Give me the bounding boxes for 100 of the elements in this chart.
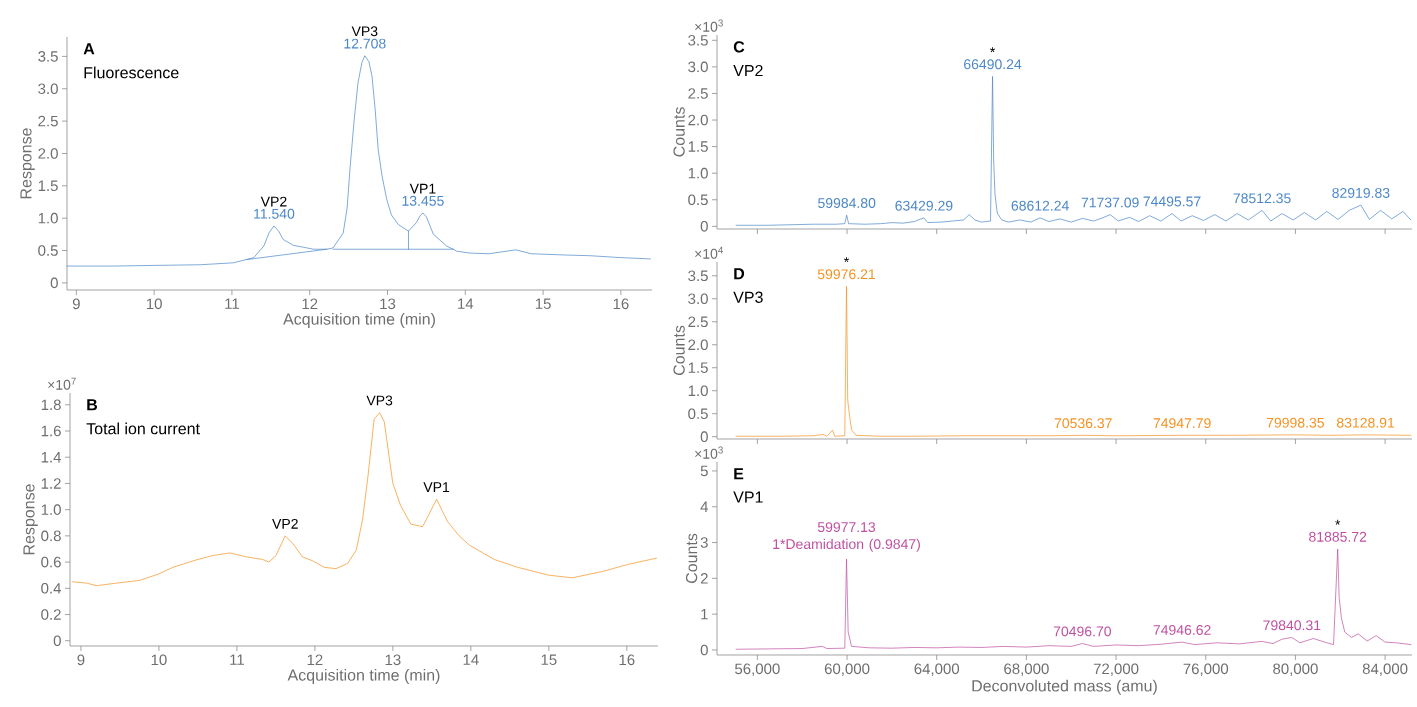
y-axis-title: Counts [673, 325, 685, 376]
x-tick-label: 68,000 [1004, 663, 1049, 676]
y-tick-label: 0.2 [41, 609, 61, 620]
x-tick-label: 16 [619, 654, 635, 666]
annotation: 83128.91 [1336, 417, 1395, 428]
y-tick-label: 0 [700, 431, 708, 442]
annotation: * [990, 47, 996, 53]
annotation: 59984.80 [818, 198, 876, 208]
x-tick-label: 11 [225, 298, 239, 309]
x-tick-label: 16 [613, 298, 629, 310]
x-axis-title: Acquisition time (min) [287, 669, 440, 684]
y-tick-label: 3 [700, 537, 708, 548]
text: Fluorescence [84, 66, 179, 79]
annotation: VP2 [272, 518, 298, 529]
x-tick-label: 13 [385, 654, 401, 666]
chart-title: A [83, 43, 95, 55]
y-tick-label: 2.0 [688, 339, 708, 351]
y-tick-label: 3.0 [38, 83, 58, 95]
annotation: VP1 [409, 183, 436, 194]
x-tick-label: 11 [230, 654, 244, 665]
y-tick-label: 3.0 [688, 61, 708, 73]
y-tick-label: 1.0 [38, 212, 58, 224]
y-tick-label: 1.0 [688, 167, 708, 179]
x-tick-label: 76,000 [1183, 663, 1229, 676]
x-tick-label: 12 [302, 298, 318, 309]
y-tick-label: 4 [700, 501, 709, 512]
y-axis-title: Response [23, 484, 38, 555]
annotation: 59977.13 1*Deamidation (0.9847) [773, 522, 920, 552]
annotation: 13.455 [402, 195, 444, 206]
text: ×10$^{3}$ [695, 446, 723, 459]
y-tick-label: 0.8 [41, 530, 61, 542]
annotation: 66490.24 [964, 59, 1022, 70]
annotation: 74495.57 [1143, 196, 1201, 207]
annotation: 70496.70 [1053, 626, 1112, 637]
text: ×10$^{4}$ [695, 246, 724, 259]
annotation: * [844, 257, 850, 263]
text: ×10$^{3}$ [695, 19, 723, 32]
chart-title: E [734, 468, 744, 480]
y-tick-label: 0 [50, 277, 58, 289]
y-tick-label: 1.2 [41, 478, 61, 489]
annotation: 79840.31 [1263, 620, 1321, 631]
annotation: VP1 [423, 482, 450, 492]
y-tick-label: 1 [701, 609, 708, 620]
chart-title: C [733, 41, 745, 53]
annotation: 59976.21 [817, 269, 876, 280]
y-tick-label: 2.0 [38, 148, 58, 159]
annotation: * [1335, 519, 1341, 525]
y-tick-label: 3.5 [688, 270, 708, 282]
x-tick-label: 12 [307, 654, 323, 665]
y-tick-label: 1.5 [688, 141, 708, 152]
x-axis-title: Acquisition time (min) [283, 313, 435, 328]
x-tick-label: 15 [535, 298, 551, 309]
text: VP2 [733, 64, 763, 77]
x-tick-label: 72,000 [1093, 663, 1139, 676]
y-tick-label: 2.5 [38, 115, 58, 127]
y-tick-label: 3.0 [688, 293, 708, 305]
y-tick-label: 5 [700, 465, 708, 477]
y-tick-label: 1.4 [41, 452, 62, 463]
annotation: 11.540 [254, 208, 295, 219]
annotation: 74947.79 [1153, 418, 1211, 429]
annotation: 70536.37 [1054, 418, 1112, 429]
annotation: 12.708 [344, 38, 386, 49]
y-tick-label: 0.5 [38, 245, 58, 256]
y-tick-label: 3.5 [688, 34, 708, 46]
text: ×10$^{7}$ [48, 377, 76, 390]
annotation: 68612.24 [1011, 200, 1069, 211]
y-tick-label: 0 [53, 635, 61, 647]
annotation: 82919.83 [1332, 187, 1390, 198]
x-axis-title: Deconvoluted mass (amu) [972, 679, 1157, 695]
x-tick-label: 14 [458, 298, 474, 309]
annotation: VP2 [260, 196, 287, 207]
y-tick-label: 0 [700, 221, 708, 232]
y-tick-label: 0.5 [688, 408, 708, 420]
x-tick-label: 56,000 [735, 663, 780, 676]
text: VP1 [733, 491, 763, 503]
y-axis-title: Response [20, 128, 35, 199]
x-tick-label: 14 [463, 654, 479, 665]
x-tick-label: 15 [541, 654, 557, 665]
y-tick-label: 0 [700, 644, 708, 656]
y-tick-label: 3.5 [38, 51, 58, 62]
x-tick-label: 84,000 [1362, 663, 1408, 676]
annotation: 63429.29 [895, 200, 953, 211]
x-tick-label: 9 [72, 298, 80, 310]
y-axis-title: Counts [685, 533, 698, 584]
x-tick-label: 13 [380, 298, 396, 310]
annotation: 78512.35 [1233, 193, 1291, 204]
y-tick-label: 2.0 [688, 114, 708, 126]
text: Total ion current [86, 422, 200, 435]
y-tick-label: 0.4 [41, 582, 62, 594]
x-tick-label: 10 [151, 654, 167, 666]
x-tick-label: 64,000 [914, 663, 960, 676]
y-tick-label: 1.8 [41, 399, 61, 411]
y-tick-label: 1.0 [688, 385, 708, 397]
annotation: 74946.62 [1153, 624, 1211, 635]
chart-title: D [734, 268, 745, 280]
y-tick-label: 1.6 [41, 425, 61, 437]
annotation: VP3 [351, 26, 378, 37]
annotation: 79998.35 [1266, 417, 1324, 428]
y-tick-label: 0.5 [688, 194, 708, 206]
text: VP3 [733, 291, 763, 303]
